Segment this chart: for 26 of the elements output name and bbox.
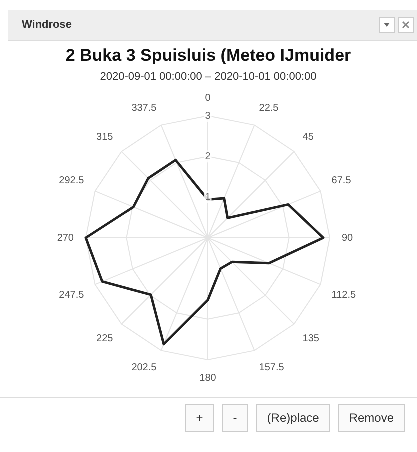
spoke-label: 270 [57, 232, 74, 244]
spoke-label: 45 [302, 132, 314, 143]
text: Windrose [22, 19, 74, 31]
spoke-label: 0 [205, 92, 212, 104]
spoke-label: 135 [302, 334, 320, 344]
spoke-label: 180 [200, 372, 217, 384]
y-tick-label: 2 [205, 151, 212, 162]
spoke-label: 112.5 [332, 290, 357, 302]
y-tick-label: 1 [205, 192, 212, 204]
text: Remove [338, 404, 405, 432]
spoke-label: 67.5 [332, 175, 352, 186]
text: (Re)place [256, 404, 330, 432]
chart-title: 2 Buka 3 Spuisluis (Meteo IJmuider [64, 46, 352, 66]
chart-subtitle: 2020-09-01 00:00:00 – 2020-10-01 00:00:00 [99, 71, 318, 83]
spoke-label: 225 [96, 334, 114, 344]
spoke-label: 22.5 [259, 102, 280, 114]
text: - [222, 404, 248, 432]
spoke-label: 90 [342, 232, 354, 244]
spoke-label: 292.5 [59, 175, 85, 186]
spoke-label: 157.5 [259, 362, 285, 374]
y-tick-label: 3 [205, 110, 212, 122]
spoke-label: 315 [96, 132, 114, 143]
spoke-label: 202.5 [132, 362, 158, 374]
spoke-label: 337.5 [132, 102, 158, 114]
text: + [185, 404, 214, 432]
spoke-label: 247.5 [59, 290, 85, 302]
